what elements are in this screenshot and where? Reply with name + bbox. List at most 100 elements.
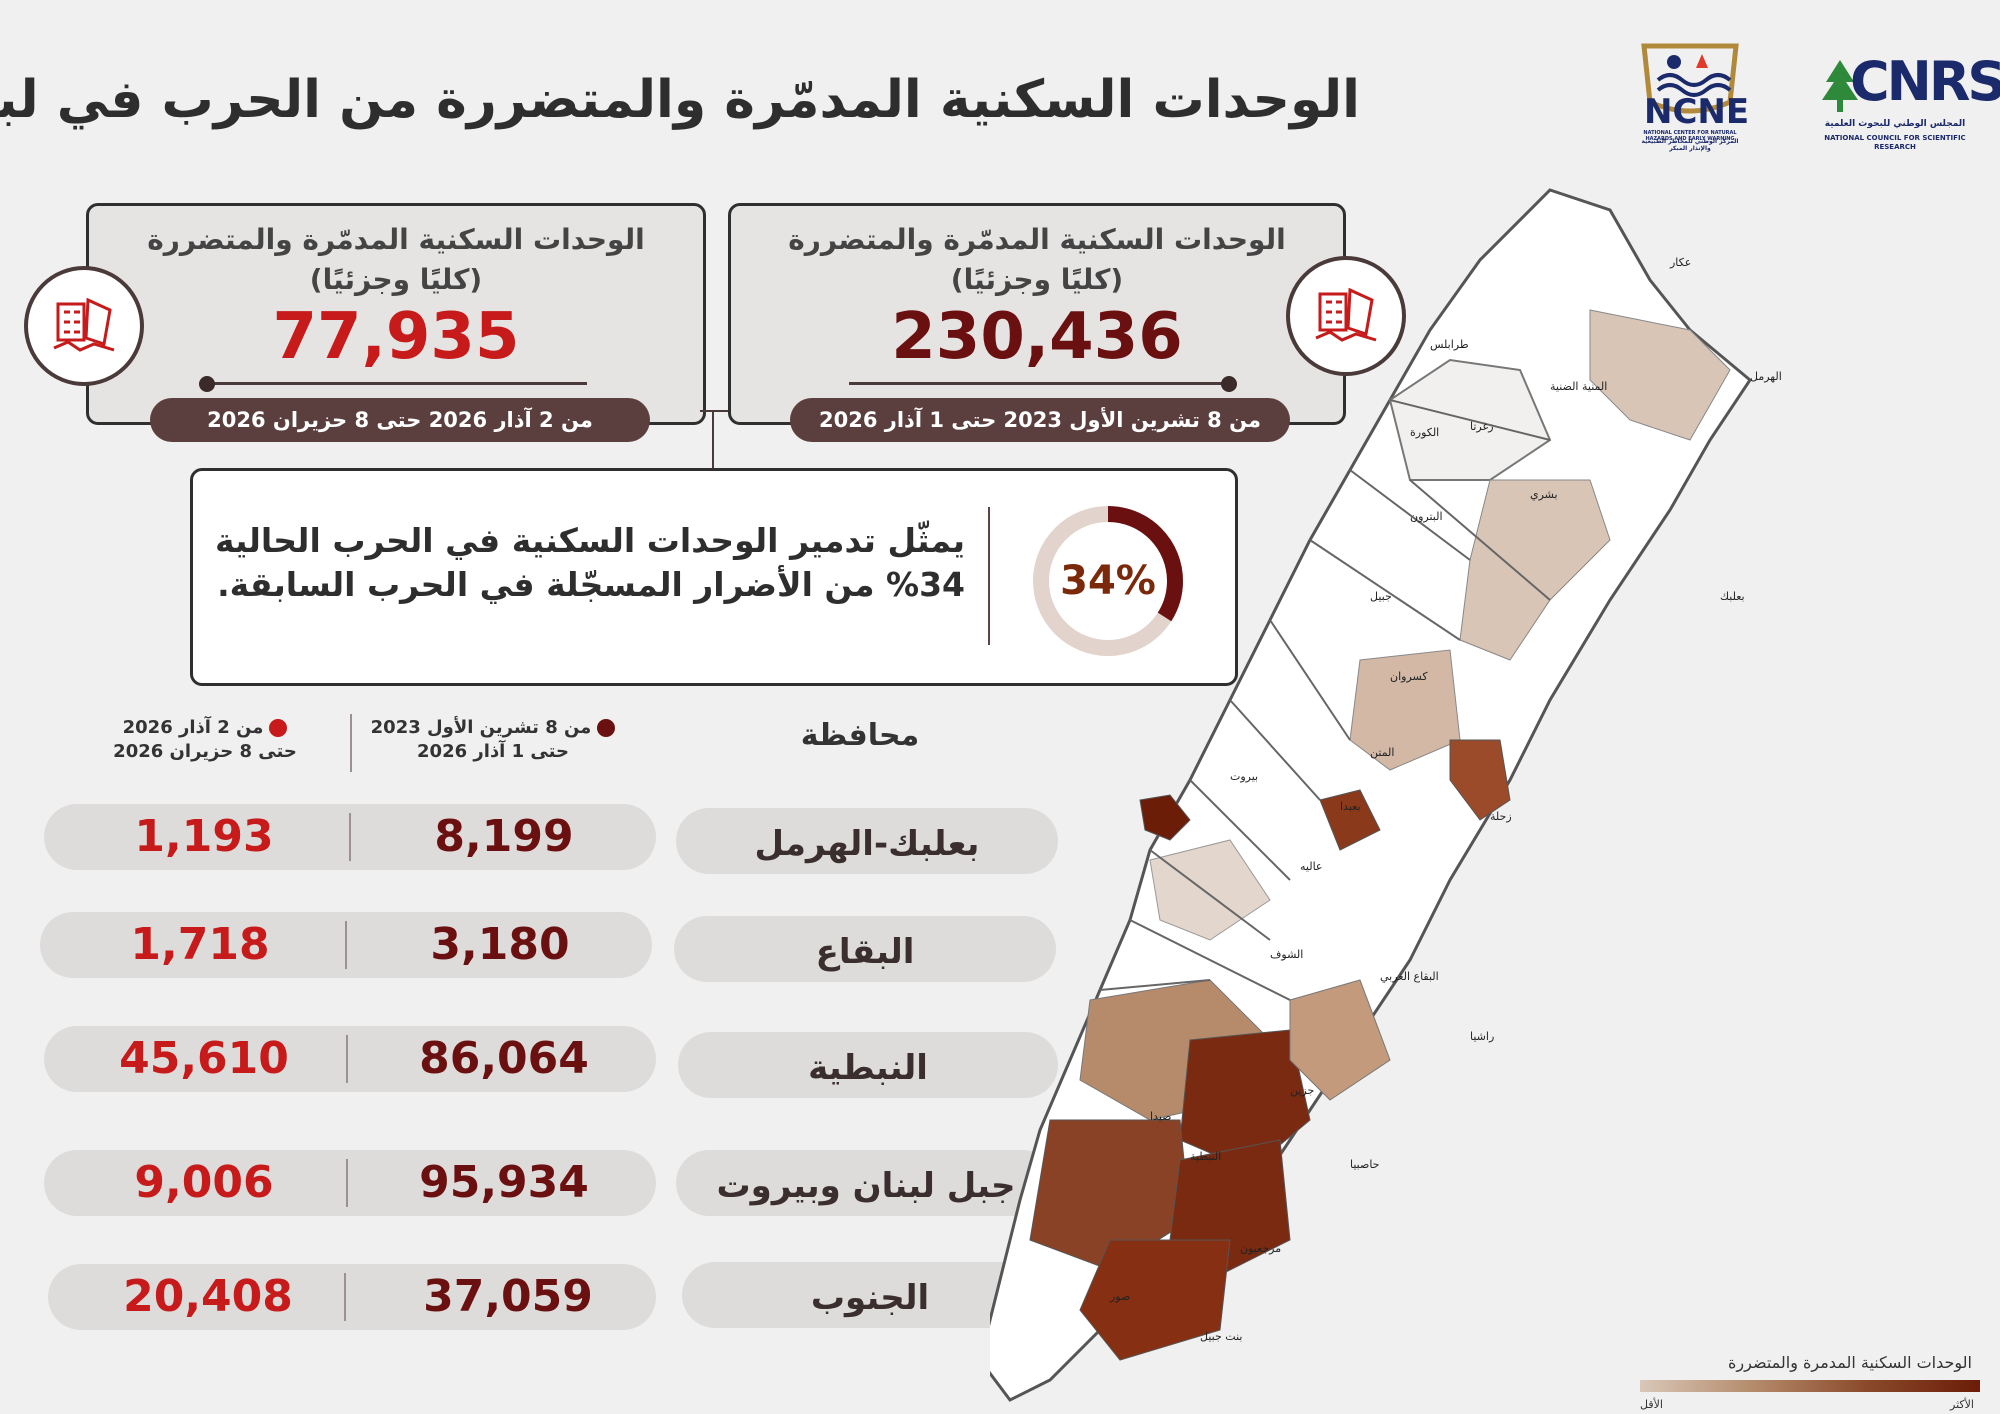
map-legend-title: الوحدات السكنية المدمرة والمتضررة	[1728, 1353, 1972, 1372]
card-title: الوحدات السكنية المدمّرة والمتضررة	[788, 223, 1286, 256]
map-label-batroun: البترون	[1410, 510, 1443, 523]
card-subtitle: (كليًا وجزئيًا)	[309, 263, 483, 296]
map-label-metn: المتن	[1370, 746, 1394, 759]
row-separator	[346, 1035, 348, 1083]
map-label-koura: الكورة	[1410, 426, 1439, 439]
map-label-baabda: بعبدا	[1340, 800, 1361, 813]
ncne-caption: NATIONAL CENTER FOR NATURAL HAZARDS AND …	[1643, 130, 1737, 142]
row-separator	[345, 921, 347, 969]
value-period1: 86,064	[419, 1033, 589, 1084]
map-label-zahle: زحلة	[1490, 810, 1512, 823]
card-subtitle: (كليًا وجزئيًا)	[950, 263, 1124, 296]
map-label-tyre: صور	[1109, 1290, 1130, 1303]
map-label-marjayoun: مرجعيون	[1240, 1242, 1281, 1255]
stat-card-current-war: الوحدات السكنية المدمّرة والمتضررة (كليً…	[86, 203, 706, 425]
page-title: الوحدات السكنية المدمّرة والمتضررة من ال…	[0, 70, 1360, 130]
cnrs-logo-text: CNRS	[1850, 50, 2000, 113]
map-label-jezzine: جزين	[1290, 1084, 1314, 1097]
lebanon-damage-map: عكار الهرمل طرابلس المنية الضنية زغرتا ا…	[990, 188, 1782, 1402]
cnrs-logo: CNRS المجلس الوطني للبحوث العلمية NATION…	[1820, 50, 2000, 151]
district-boundaries	[1099, 399, 1551, 1001]
cedar-icon	[1822, 60, 1858, 112]
map-label-west-bekaa: البقاع الغربي	[1380, 970, 1439, 983]
card-value: 77,935	[272, 300, 520, 374]
insight-text: يمثّل تدمير الوحدات السكنية في الحرب الح…	[215, 521, 965, 604]
value-period1: 37,059	[423, 1271, 593, 1322]
value-period2: 9,006	[134, 1157, 274, 1208]
map-label-minieh: المنية الضنية	[1550, 380, 1607, 393]
table-row: 45,610 86,064	[44, 1026, 656, 1092]
governorate-label: النبطية	[678, 1032, 1058, 1098]
map-label-beirut: بيروت	[1230, 770, 1258, 783]
card-value: 230,436	[891, 300, 1183, 374]
value-period1: 8,199	[434, 811, 574, 862]
insight-box: يمثّل تدمير الوحدات السكنية في الحرب الح…	[190, 468, 1238, 686]
row-separator	[344, 1273, 346, 1321]
damaged-building-icon	[1286, 256, 1406, 376]
connector-line	[700, 410, 728, 412]
insight-separator	[988, 507, 990, 645]
connector-line	[712, 410, 714, 468]
legend-dot-period2	[269, 719, 288, 737]
ncne-caption-ar: المركز الوطني للمخاطر الطبيعية والإنذار …	[1641, 138, 1739, 152]
cnrs-caption: NATIONAL COUNCIL FOR SCIENTIFIC RESEARCH	[1824, 134, 1966, 151]
district-beirut	[1139, 794, 1191, 841]
governorate-label: بعلبك-الهرمل	[676, 808, 1058, 874]
map-label-baalbek: بعلبك	[1720, 590, 1745, 603]
district-aley	[1149, 839, 1271, 941]
table-header-period1: من 8 تشرين الأول 2023 حتى 1 آذار 2026	[358, 716, 628, 764]
governorate-label: البقاع	[674, 916, 1056, 982]
map-label-saida: صيدا	[1150, 1110, 1172, 1123]
period-pill-current-war: من 2 آذار 2026 حتى 8 حزيران 2026	[150, 398, 650, 442]
map-label-aley: عاليه	[1300, 860, 1322, 873]
district-baalbek	[1459, 479, 1611, 661]
table-header-governorate: محافظة	[800, 718, 920, 753]
map-labels: عكار الهرمل طرابلس المنية الضنية زغرتا ا…	[1109, 256, 1782, 1343]
damaged-building-icon	[24, 266, 144, 386]
ncne-logo: NCNE NATIONAL CENTER FOR NATURAL HAZARDS…	[1630, 40, 1750, 152]
map-legend-min: الأقل	[1640, 1398, 1663, 1411]
cnrs-caption-ar: المجلس الوطني للبحوث العلمية	[1824, 119, 1966, 129]
table-row: 9,006 95,934	[44, 1150, 656, 1216]
map-label-jbeil: جبيل	[1370, 590, 1392, 603]
row-separator	[346, 1159, 348, 1207]
table-row: 1,718 3,180	[40, 912, 652, 978]
value-period2: 1,193	[134, 811, 274, 862]
value-period2: 1,718	[130, 919, 270, 970]
value-period2: 45,610	[119, 1033, 289, 1084]
map-label-tripoli: طرابلس	[1430, 338, 1469, 351]
table-row: 1,193 8,199	[44, 804, 656, 870]
district-zahle	[1349, 649, 1461, 771]
governorate-label: جبل لبنان وبيروت	[676, 1150, 1056, 1216]
value-period1: 95,934	[419, 1157, 589, 1208]
header-separator	[350, 714, 352, 772]
map-label-nabatieh: النبطية	[1190, 1150, 1221, 1163]
map-label-hermel: الهرمل	[1750, 370, 1782, 383]
district-hermel	[1589, 309, 1731, 441]
map-label-bsharri: بشري	[1530, 488, 1558, 501]
map-legend-max: الأكثر	[1950, 1398, 1974, 1411]
donut-value-arc	[1033, 506, 1183, 656]
map-label-hasbaya: حاصبيا	[1350, 1158, 1379, 1171]
map-label-bint-jbeil: بنت جبيل	[1200, 1330, 1242, 1343]
percent-donut: 34%	[1033, 506, 1183, 656]
map-legend-gradient	[1640, 1380, 1980, 1392]
table-row: 20,408 37,059	[48, 1264, 656, 1330]
map-label-chouf: الشوف	[1270, 948, 1303, 961]
value-period2: 20,408	[123, 1271, 293, 1322]
hotspot-bekaa	[1449, 739, 1511, 821]
value-period1: 3,180	[430, 919, 570, 970]
table-header-period2: من 2 آذار 2026 حتى 8 حزيران 2026	[113, 717, 297, 762]
map-label-zgharta: زغرتا	[1470, 420, 1494, 433]
card-title: الوحدات السكنية المدمّرة والمتضررة	[147, 223, 645, 256]
district-hasbaya	[1289, 979, 1391, 1101]
donut-percent-label: 34%	[1060, 558, 1156, 604]
map-label-akkar: عكار	[1669, 256, 1691, 269]
map-label-rashaya: راشيا	[1470, 1030, 1494, 1043]
card-divider-dot	[1221, 376, 1237, 392]
map-label-keserwan: كسروان	[1390, 670, 1428, 683]
legend-dot-period1	[597, 719, 616, 737]
ncne-logo-text: NCNE	[1644, 92, 1750, 132]
row-separator	[349, 813, 351, 861]
card-divider	[207, 382, 587, 385]
